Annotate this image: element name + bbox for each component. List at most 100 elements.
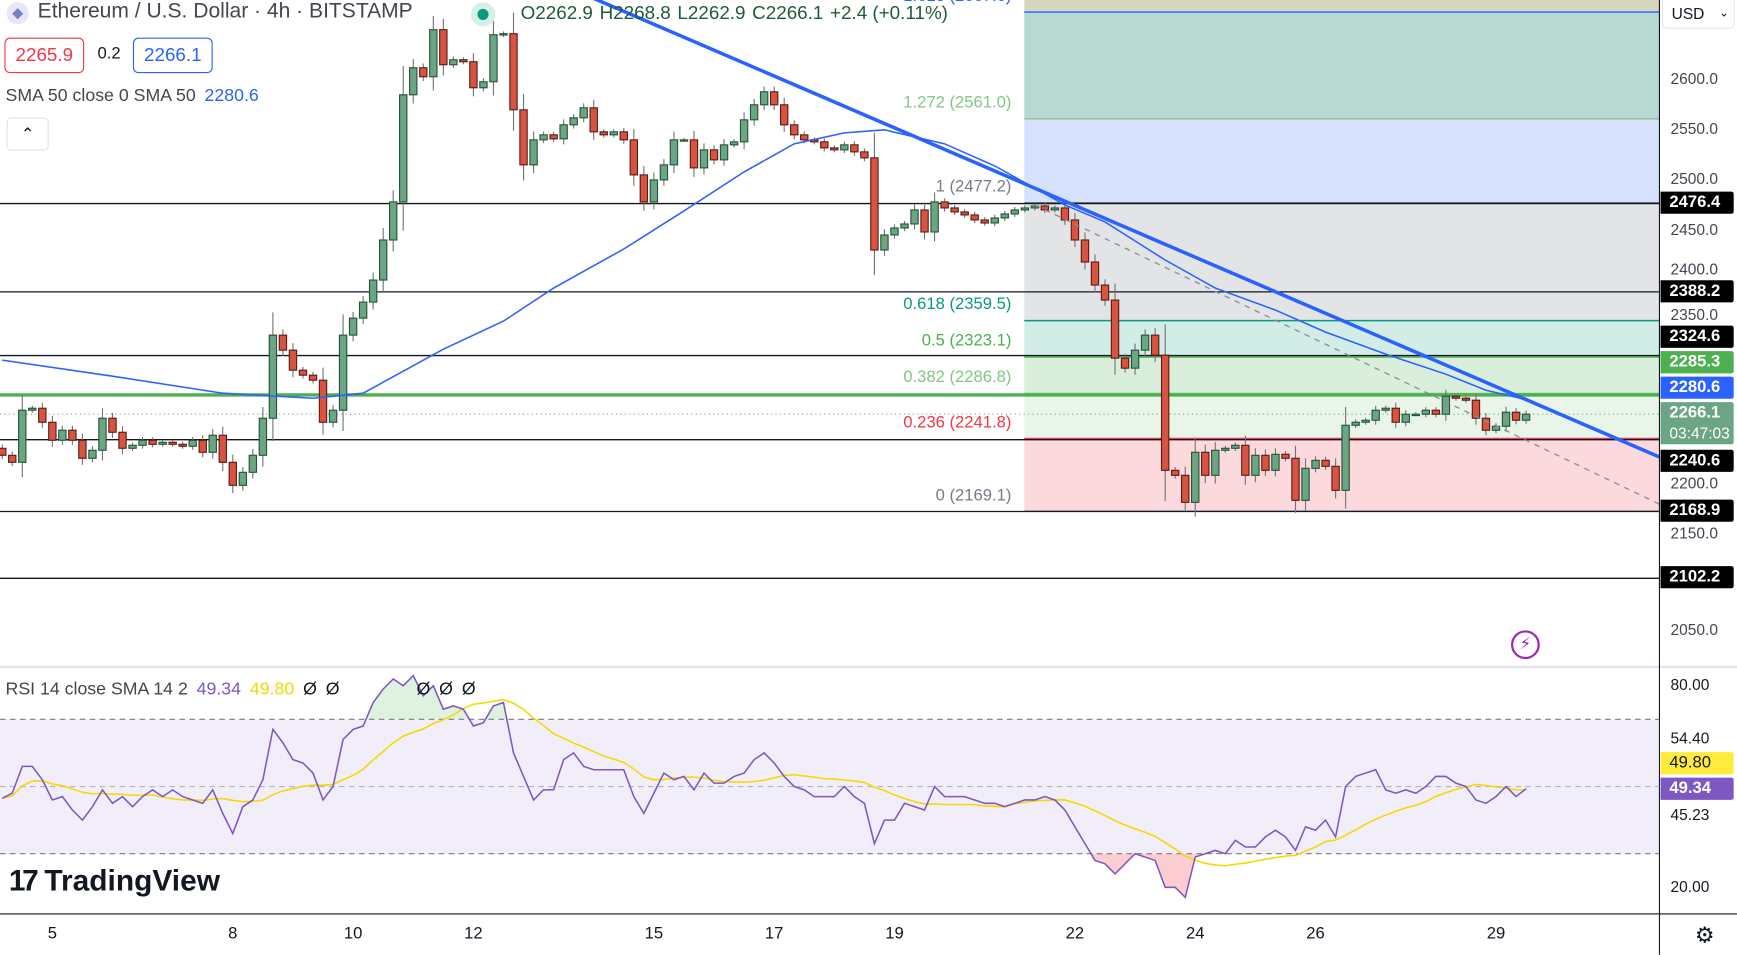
trendline bbox=[592, 0, 1660, 459]
price-tag-2285.3: 2285.3 bbox=[1660, 351, 1734, 374]
candle-up bbox=[188, 439, 197, 447]
candle-down bbox=[1241, 444, 1250, 476]
candle-up bbox=[368, 279, 378, 303]
candle-down bbox=[218, 434, 227, 463]
candle-down bbox=[48, 421, 57, 441]
candle-down bbox=[779, 104, 789, 126]
candle-down bbox=[298, 369, 308, 376]
sma-50-line bbox=[2, 129, 1527, 401]
candle-down bbox=[519, 109, 528, 166]
candle-down bbox=[1331, 465, 1340, 491]
candle-up bbox=[499, 33, 508, 36]
fib-band-1 bbox=[1024, 118, 1660, 203]
candle-up bbox=[238, 471, 248, 486]
bar-countdown: 03:47:03 bbox=[1669, 424, 1730, 443]
candle-down bbox=[439, 29, 448, 66]
candle-down bbox=[800, 134, 809, 141]
candle-up bbox=[1221, 447, 1230, 451]
candle-down bbox=[198, 439, 207, 453]
candle-up bbox=[1191, 451, 1200, 503]
currency-dropdown[interactable]: USD ⌄ bbox=[1661, 0, 1735, 29]
candle-up bbox=[98, 417, 107, 451]
fib-band-1.272 bbox=[1024, 12, 1660, 119]
candle-up bbox=[158, 441, 167, 445]
candle-up bbox=[1381, 407, 1390, 411]
candle-down bbox=[960, 211, 969, 216]
candle-up bbox=[1411, 413, 1421, 417]
candle-up bbox=[990, 217, 999, 224]
chevron-down-icon: ⌄ bbox=[1719, 6, 1730, 20]
candle-down bbox=[1481, 417, 1491, 431]
price-tag-value: 2324.6 bbox=[1669, 326, 1721, 346]
fib-label-1.272: 1.272 (2561.0) bbox=[903, 93, 1012, 113]
price-axis-tick: 2050.0 bbox=[1670, 620, 1718, 639]
dashed-projection-line bbox=[1034, 204, 1660, 505]
candle-up bbox=[489, 34, 498, 83]
sma-legend-label: SMA 50 close 0 SMA 50 bbox=[5, 86, 196, 106]
candle-down bbox=[870, 157, 879, 251]
rsi-legend[interactable]: RSI 14 close SMA 14 2 49.34 49.80 Ø Ø bbox=[6, 680, 340, 700]
candle-down bbox=[38, 407, 47, 423]
candle-up bbox=[679, 139, 689, 142]
settings-icon[interactable]: ⚙︎ bbox=[1694, 923, 1715, 949]
candle-down bbox=[1391, 407, 1400, 423]
rsi-extra2-2: Ø bbox=[461, 680, 476, 700]
candle-up bbox=[388, 201, 398, 241]
candle-down bbox=[599, 131, 608, 136]
candle-down bbox=[549, 134, 558, 140]
fib-label-0.236: 0.236 (2241.8) bbox=[903, 412, 1012, 432]
rsi-axis-label: 54.40 bbox=[1670, 728, 1710, 747]
time-axis-tick: 5 bbox=[47, 923, 57, 943]
rsi-sma-tag: 49.80 bbox=[1660, 752, 1734, 775]
candle-up bbox=[338, 334, 348, 411]
price-tag-value: 2240.6 bbox=[1669, 450, 1721, 470]
candle-up bbox=[1371, 409, 1380, 421]
candle-up bbox=[1301, 467, 1310, 501]
chevron-up-icon[interactable]: ⌃ bbox=[6, 117, 49, 151]
symbol-title[interactable]: Ethereum / U.S. Dollar · 4h · BITSTAMP bbox=[37, 0, 413, 24]
candle-up bbox=[138, 439, 147, 446]
candle-up bbox=[449, 59, 458, 66]
lightning-icon[interactable]: ⚡︎ bbox=[1511, 630, 1540, 660]
candle-down bbox=[108, 417, 117, 433]
candle-down bbox=[68, 429, 77, 441]
candle-up bbox=[759, 91, 769, 106]
candle-down bbox=[830, 147, 839, 151]
currency-label: USD bbox=[1671, 4, 1705, 23]
candle-up bbox=[1020, 207, 1030, 211]
candle-up bbox=[529, 139, 538, 166]
candle-up bbox=[1341, 424, 1350, 491]
candle-up bbox=[18, 409, 27, 463]
time-axis-tick: 24 bbox=[1185, 923, 1205, 943]
candle-up bbox=[739, 119, 749, 143]
ohlc-legend: O2262.9 H2268.8 L2262.9 C2266.1 +2.4 (+0.11%… bbox=[521, 2, 955, 24]
candle-up bbox=[840, 144, 849, 151]
candle-up bbox=[28, 407, 37, 411]
time-axis-tick: 29 bbox=[1486, 923, 1506, 943]
tradingview-logo-mark: 17 bbox=[8, 864, 39, 898]
sell-button[interactable]: 2265.9 bbox=[4, 37, 85, 74]
price-tag-2388.2: 2388.2 bbox=[1660, 280, 1734, 303]
candle-up bbox=[1421, 409, 1431, 415]
tradingview-logo-text: TradingView bbox=[44, 864, 220, 898]
price-axis-tick: 2550.0 bbox=[1670, 119, 1718, 138]
candle-down bbox=[1321, 459, 1330, 467]
candle-down bbox=[850, 144, 859, 153]
price-axis-tick: 2500.0 bbox=[1670, 169, 1718, 188]
candle-up bbox=[559, 124, 568, 140]
candle-up bbox=[1271, 453, 1280, 471]
change-value: +2.4 (+0.11%) bbox=[830, 2, 948, 24]
candle-up bbox=[479, 81, 488, 89]
sma-legend[interactable]: SMA 50 close 0 SMA 50 2280.6 bbox=[6, 86, 259, 106]
candle-down bbox=[278, 334, 288, 351]
buy-button[interactable]: 2266.1 bbox=[132, 37, 213, 74]
candle-down bbox=[709, 149, 719, 161]
tradingview-logo[interactable]: 17 TradingView bbox=[9, 864, 220, 898]
time-axis-tick: 19 bbox=[885, 923, 904, 943]
candle-down bbox=[78, 439, 87, 459]
candle-up bbox=[669, 139, 679, 166]
candle-down bbox=[318, 379, 328, 423]
overlays[interactable] bbox=[2, 0, 1660, 505]
